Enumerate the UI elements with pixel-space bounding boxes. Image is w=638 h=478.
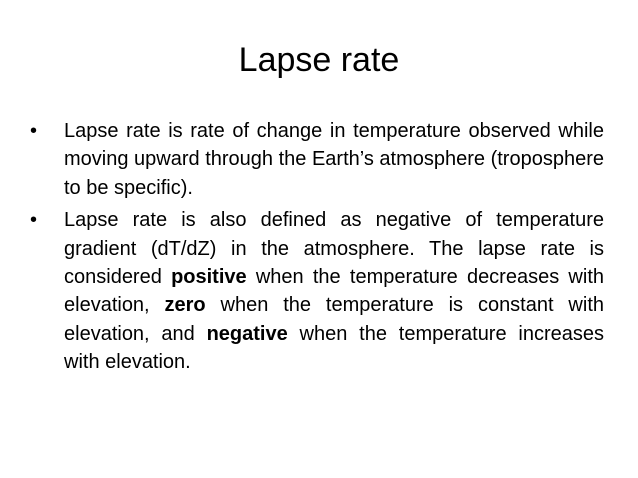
bullet-text: Lapse rate is also defined as negative o… [64,209,604,373]
bold-term-positive: positive [171,266,247,289]
bullet-item: • Lapse rate is also defined as negative… [30,206,604,376]
text-segment: when the temperature is constant with el… [64,294,604,345]
text-segment: when the temperature decreases with elev… [64,266,604,317]
text-segment: when the temperature increases with elev… [64,322,604,374]
slide-title: Lapse rate [238,41,400,79]
bullet-text: Lapse rate is rate of change in temperat… [64,120,604,199]
bullet-list: • Lapse rate is rate of change in temper… [30,117,604,381]
bold-term-negative: negative [206,322,288,345]
bullet-marker: • [30,209,38,232]
text-segment: Lapse rate is also defined as negative o… [64,209,604,289]
bold-term-zero: zero [164,294,206,317]
bullet-marker: • [30,120,38,142]
bullet-item: • Lapse rate is rate of change in temper… [30,117,604,202]
